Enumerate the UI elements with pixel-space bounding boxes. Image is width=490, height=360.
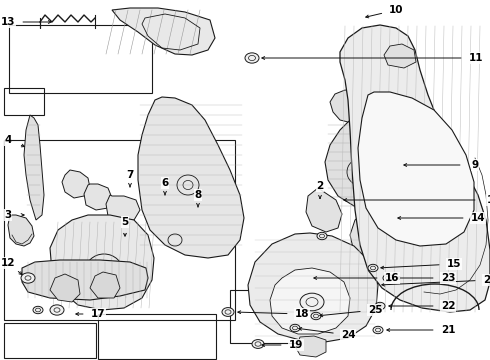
Text: 22: 22	[441, 301, 455, 311]
Polygon shape	[270, 268, 350, 334]
Circle shape	[373, 326, 383, 334]
Polygon shape	[24, 115, 44, 220]
Text: 16: 16	[385, 273, 399, 283]
Circle shape	[21, 273, 35, 283]
Polygon shape	[112, 8, 215, 55]
Polygon shape	[138, 97, 244, 258]
Polygon shape	[340, 25, 490, 312]
Polygon shape	[330, 90, 360, 122]
Text: 25: 25	[368, 305, 382, 315]
Polygon shape	[358, 92, 474, 246]
Polygon shape	[296, 336, 326, 357]
Polygon shape	[84, 184, 112, 210]
Text: 20: 20	[483, 275, 490, 285]
Polygon shape	[90, 272, 120, 298]
Text: 10: 10	[389, 5, 403, 15]
Bar	[4, 88, 44, 115]
Text: 19: 19	[289, 340, 303, 350]
Circle shape	[33, 306, 43, 314]
Polygon shape	[384, 44, 416, 68]
Text: 17: 17	[91, 309, 105, 319]
Polygon shape	[106, 195, 140, 222]
Text: 7: 7	[126, 170, 134, 180]
Circle shape	[245, 53, 259, 63]
Polygon shape	[325, 120, 398, 210]
Text: 13: 13	[1, 17, 15, 27]
Circle shape	[290, 324, 300, 332]
Text: 1: 1	[487, 195, 490, 205]
Polygon shape	[8, 215, 34, 246]
Text: 12: 12	[1, 258, 15, 268]
Polygon shape	[50, 215, 154, 310]
Text: 3: 3	[4, 210, 12, 220]
Text: 5: 5	[122, 217, 128, 227]
Circle shape	[300, 293, 324, 311]
Bar	[230, 290, 301, 343]
Text: 4: 4	[4, 135, 12, 145]
Text: 15: 15	[447, 259, 461, 269]
Text: 14: 14	[471, 213, 485, 223]
Circle shape	[383, 274, 393, 282]
Polygon shape	[248, 233, 378, 342]
Text: 8: 8	[195, 190, 201, 200]
Circle shape	[375, 302, 385, 310]
Bar	[98, 314, 216, 359]
Circle shape	[252, 339, 264, 348]
Polygon shape	[62, 170, 90, 198]
Circle shape	[317, 232, 327, 240]
Polygon shape	[306, 188, 342, 232]
Text: 24: 24	[341, 330, 355, 340]
Polygon shape	[50, 274, 80, 302]
Polygon shape	[22, 260, 148, 300]
Circle shape	[368, 264, 378, 272]
Circle shape	[311, 312, 321, 320]
Text: 2: 2	[317, 181, 323, 191]
Text: 23: 23	[441, 273, 455, 283]
Circle shape	[50, 305, 64, 315]
Bar	[4, 323, 96, 358]
Bar	[4, 140, 235, 320]
Text: 6: 6	[161, 178, 169, 188]
Text: 11: 11	[469, 53, 483, 63]
Circle shape	[222, 307, 234, 316]
Polygon shape	[350, 210, 395, 260]
Text: 18: 18	[295, 309, 309, 319]
Text: 21: 21	[441, 325, 455, 335]
Bar	[9, 25, 152, 93]
Text: 9: 9	[471, 160, 479, 170]
